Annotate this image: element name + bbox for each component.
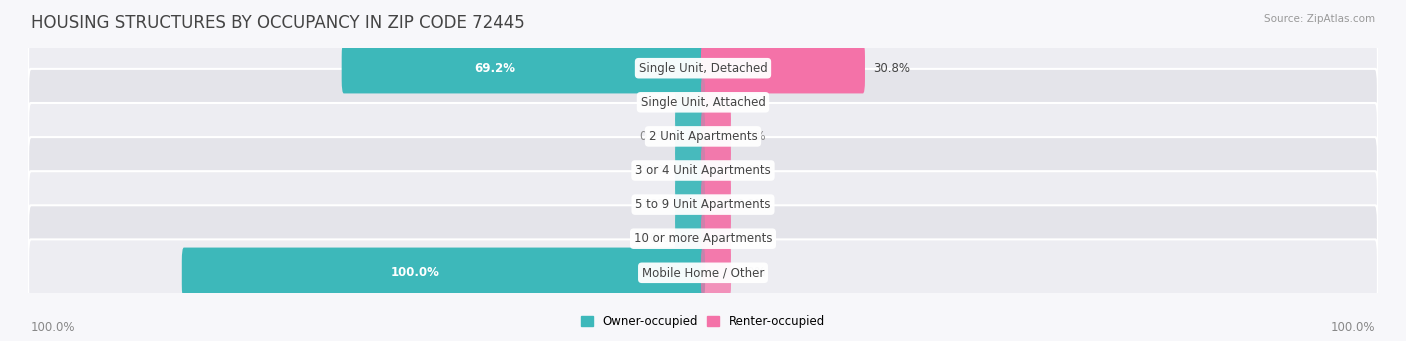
Text: 3 or 4 Unit Apartments: 3 or 4 Unit Apartments — [636, 164, 770, 177]
Text: 0.0%: 0.0% — [640, 164, 669, 177]
FancyBboxPatch shape — [702, 248, 731, 298]
Text: 0.0%: 0.0% — [640, 198, 669, 211]
FancyBboxPatch shape — [702, 43, 865, 93]
Text: Single Unit, Attached: Single Unit, Attached — [641, 96, 765, 109]
FancyBboxPatch shape — [28, 205, 1378, 272]
Text: Mobile Home / Other: Mobile Home / Other — [641, 266, 765, 279]
Text: 2 Unit Apartments: 2 Unit Apartments — [648, 130, 758, 143]
FancyBboxPatch shape — [342, 43, 704, 93]
Text: 0.0%: 0.0% — [737, 96, 766, 109]
Text: 0.0%: 0.0% — [737, 232, 766, 245]
FancyBboxPatch shape — [675, 145, 704, 196]
Text: 0.0%: 0.0% — [737, 130, 766, 143]
FancyBboxPatch shape — [702, 145, 731, 196]
FancyBboxPatch shape — [702, 179, 731, 230]
FancyBboxPatch shape — [675, 213, 704, 264]
FancyBboxPatch shape — [28, 103, 1378, 170]
Text: 0.0%: 0.0% — [737, 164, 766, 177]
Text: 69.2%: 69.2% — [474, 62, 516, 75]
FancyBboxPatch shape — [675, 77, 704, 128]
Text: 0.0%: 0.0% — [640, 232, 669, 245]
Text: 10 or more Apartments: 10 or more Apartments — [634, 232, 772, 245]
Text: 0.0%: 0.0% — [640, 130, 669, 143]
FancyBboxPatch shape — [28, 137, 1378, 204]
Legend: Owner-occupied, Renter-occupied: Owner-occupied, Renter-occupied — [581, 315, 825, 328]
FancyBboxPatch shape — [181, 248, 704, 298]
Text: 100.0%: 100.0% — [31, 321, 76, 334]
Text: 0.0%: 0.0% — [640, 96, 669, 109]
Text: Single Unit, Detached: Single Unit, Detached — [638, 62, 768, 75]
Text: 30.8%: 30.8% — [873, 62, 910, 75]
Text: 0.0%: 0.0% — [737, 198, 766, 211]
FancyBboxPatch shape — [675, 111, 704, 162]
FancyBboxPatch shape — [28, 171, 1378, 238]
FancyBboxPatch shape — [675, 179, 704, 230]
Text: Source: ZipAtlas.com: Source: ZipAtlas.com — [1264, 14, 1375, 24]
Text: 100.0%: 100.0% — [391, 266, 439, 279]
FancyBboxPatch shape — [702, 111, 731, 162]
Text: 5 to 9 Unit Apartments: 5 to 9 Unit Apartments — [636, 198, 770, 211]
FancyBboxPatch shape — [28, 35, 1378, 102]
FancyBboxPatch shape — [28, 239, 1378, 306]
Text: 0.0%: 0.0% — [737, 266, 766, 279]
Text: HOUSING STRUCTURES BY OCCUPANCY IN ZIP CODE 72445: HOUSING STRUCTURES BY OCCUPANCY IN ZIP C… — [31, 14, 524, 32]
Text: 100.0%: 100.0% — [1330, 321, 1375, 334]
FancyBboxPatch shape — [28, 69, 1378, 136]
FancyBboxPatch shape — [702, 77, 731, 128]
FancyBboxPatch shape — [702, 213, 731, 264]
